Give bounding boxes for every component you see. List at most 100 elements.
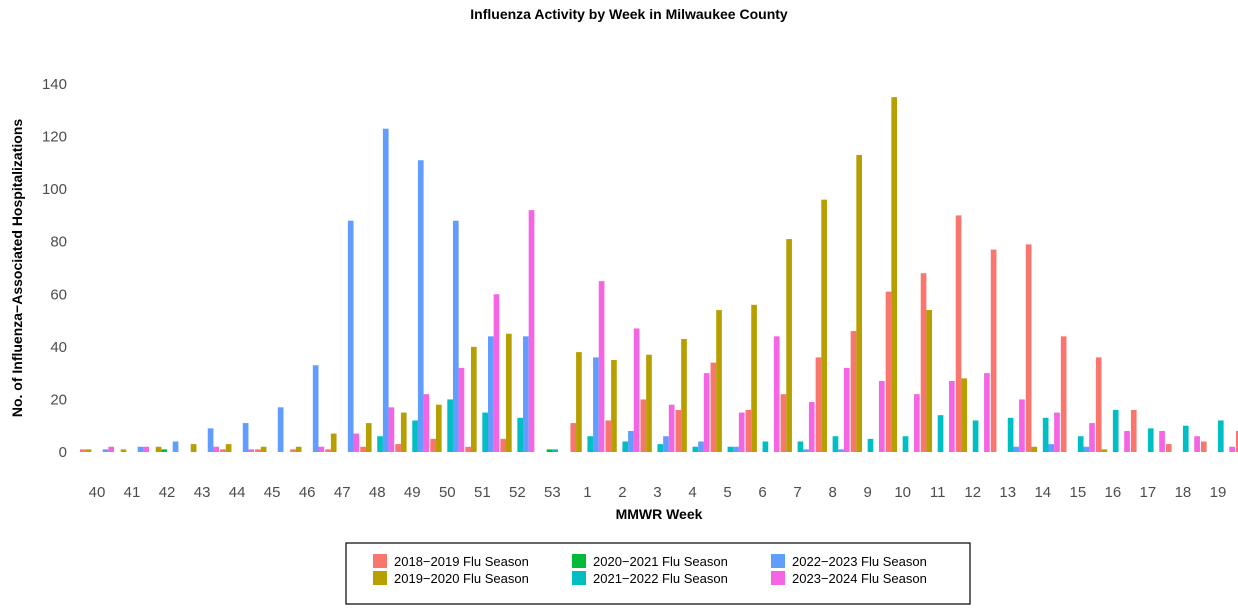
x-tick-label: 51 bbox=[474, 484, 491, 501]
bar bbox=[698, 441, 704, 452]
bar bbox=[242, 423, 249, 452]
bar bbox=[388, 407, 395, 452]
bar bbox=[692, 446, 699, 452]
bar bbox=[780, 394, 787, 452]
legend-key bbox=[373, 571, 387, 585]
bar bbox=[382, 128, 389, 452]
bar bbox=[786, 239, 792, 452]
bar bbox=[412, 420, 418, 452]
x-tick-label: 2 bbox=[618, 484, 626, 501]
bar bbox=[867, 438, 874, 452]
bar bbox=[290, 449, 296, 452]
bar bbox=[972, 420, 979, 452]
x-tick-label: 52 bbox=[509, 484, 526, 501]
bar bbox=[821, 199, 827, 452]
bar bbox=[1054, 412, 1060, 452]
bar bbox=[482, 412, 488, 452]
bar bbox=[523, 336, 529, 452]
bar bbox=[248, 449, 255, 452]
bar bbox=[465, 446, 471, 452]
bar bbox=[640, 399, 647, 452]
bar bbox=[452, 220, 459, 452]
bar bbox=[552, 449, 559, 452]
bar bbox=[878, 381, 885, 452]
bar bbox=[751, 304, 757, 452]
legend-key bbox=[572, 554, 586, 568]
bar bbox=[663, 436, 669, 452]
x-axis-title: MMWR Week bbox=[616, 506, 703, 522]
bar bbox=[500, 438, 507, 452]
bar bbox=[458, 367, 465, 452]
bar bbox=[1130, 409, 1137, 452]
legend-label: 2019−2020 Flu Season bbox=[394, 571, 529, 586]
legend-key bbox=[771, 554, 785, 568]
bar bbox=[1165, 444, 1172, 452]
legend-key bbox=[572, 571, 586, 585]
x-tick-label: 19 bbox=[1210, 484, 1227, 501]
bar bbox=[102, 449, 109, 452]
y-tick-label: 20 bbox=[50, 391, 67, 408]
bar bbox=[587, 436, 594, 452]
x-tick-label: 13 bbox=[999, 484, 1016, 501]
bar bbox=[325, 449, 331, 452]
y-tick-label: 40 bbox=[50, 339, 67, 356]
bar bbox=[733, 446, 739, 452]
x-tick-label: 53 bbox=[544, 484, 561, 501]
bar bbox=[395, 444, 401, 452]
bar bbox=[1124, 430, 1130, 452]
x-tick-label: 17 bbox=[1140, 484, 1157, 501]
y-tick-label: 140 bbox=[42, 76, 67, 93]
bar bbox=[832, 436, 839, 452]
bar bbox=[430, 438, 436, 452]
bar bbox=[207, 428, 214, 452]
bar bbox=[1235, 430, 1238, 452]
bar bbox=[1007, 417, 1014, 452]
bar bbox=[377, 436, 383, 452]
bar bbox=[517, 417, 524, 452]
bar bbox=[727, 446, 734, 452]
y-tick-label: 120 bbox=[42, 129, 67, 146]
legend-label: 2021−2022 Flu Season bbox=[593, 571, 728, 586]
bar bbox=[470, 346, 477, 452]
legend-label: 2018−2019 Flu Season bbox=[394, 554, 529, 569]
bar bbox=[400, 412, 407, 452]
bar bbox=[435, 404, 442, 452]
x-tick-label: 47 bbox=[334, 484, 351, 501]
legend-key bbox=[373, 554, 387, 568]
bar bbox=[1089, 423, 1095, 452]
bar bbox=[1048, 444, 1055, 452]
x-tick-label: 11 bbox=[930, 484, 946, 501]
x-tick-label: 41 bbox=[124, 484, 141, 501]
bar bbox=[1083, 446, 1090, 452]
bar bbox=[353, 433, 360, 452]
bar bbox=[365, 423, 372, 452]
y-tick-label: 100 bbox=[42, 181, 67, 198]
x-tick-label: 3 bbox=[653, 484, 661, 501]
bar bbox=[710, 362, 717, 452]
x-tick-label: 1 bbox=[583, 484, 591, 501]
bar bbox=[611, 360, 617, 452]
bar bbox=[1025, 244, 1032, 452]
x-tick-label: 43 bbox=[194, 484, 211, 501]
bar bbox=[646, 354, 652, 452]
bar bbox=[330, 433, 337, 452]
bar bbox=[1019, 399, 1025, 452]
x-tick-label: 49 bbox=[404, 484, 421, 501]
bar bbox=[80, 449, 86, 452]
legend-key bbox=[771, 571, 785, 585]
x-tick-label: 16 bbox=[1105, 484, 1122, 501]
bar bbox=[1077, 436, 1084, 452]
bar bbox=[255, 449, 261, 452]
bar bbox=[605, 420, 612, 452]
x-tick-label: 42 bbox=[159, 484, 176, 501]
bar bbox=[260, 446, 267, 452]
bar bbox=[172, 441, 179, 452]
bar bbox=[926, 310, 933, 452]
bar bbox=[295, 446, 302, 452]
bar bbox=[137, 446, 144, 452]
x-tick-label: 14 bbox=[1034, 484, 1051, 501]
x-tick-label: 45 bbox=[264, 484, 281, 501]
x-tick-label: 10 bbox=[894, 484, 911, 501]
